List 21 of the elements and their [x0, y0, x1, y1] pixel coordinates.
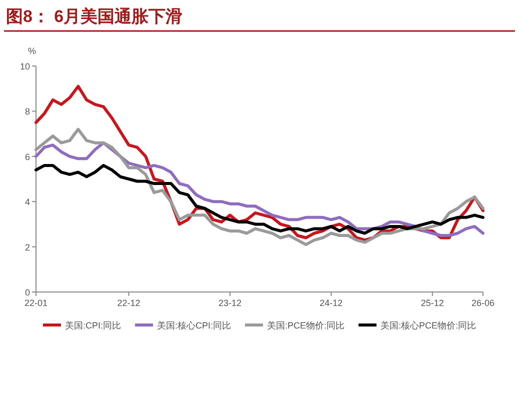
legend-label: 美国:CPI:同比: [64, 320, 121, 330]
y-tick-label: 0: [24, 288, 30, 298]
y-tick-label: 4: [24, 197, 30, 208]
legend-label: 美国:PCE物价:同比: [267, 320, 345, 330]
x-tick-label: 26-06: [471, 298, 495, 308]
y-tick-label: 10: [20, 62, 30, 72]
line-series: [34, 141, 484, 237]
y-tick-label: 8: [24, 106, 30, 117]
x-tick-label: 24-12: [320, 298, 343, 308]
line-series: [34, 164, 484, 235]
y-tick-label: 2: [24, 242, 30, 252]
legend-label: 美国:核心CPI:同比: [156, 320, 231, 330]
x-tick-label: 22-12: [117, 298, 140, 308]
chart-title: 图8： 6月美国通胀下滑: [6, 7, 183, 26]
legend-label: 美国:核心PCE物价:同比: [380, 320, 476, 330]
x-tick-label: 22-01: [24, 298, 48, 308]
x-tick-label: 25-12: [420, 298, 444, 308]
x-tick-label: 23-12: [218, 298, 242, 308]
y-axis-title: %: [28, 46, 36, 56]
line-series: [34, 128, 484, 246]
y-tick-label: 6: [24, 152, 30, 162]
